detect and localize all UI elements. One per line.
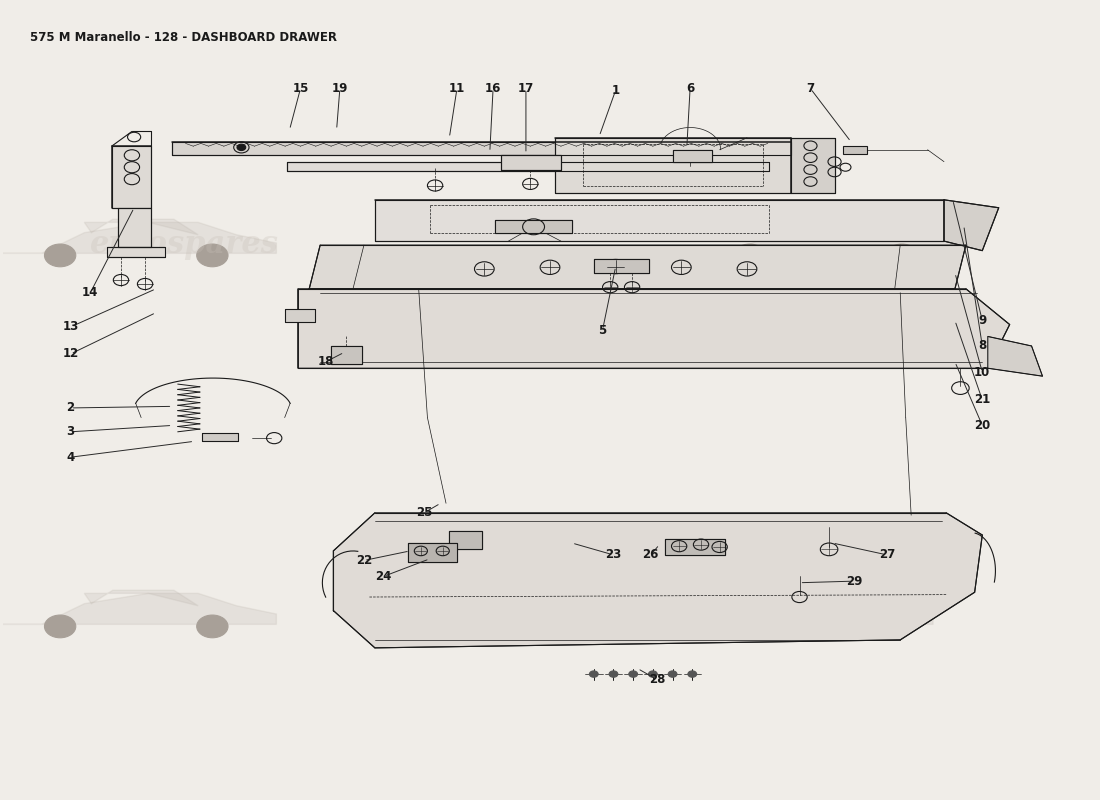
Text: 27: 27: [879, 549, 895, 562]
Text: 28: 28: [649, 673, 666, 686]
Bar: [331, 346, 362, 364]
Circle shape: [236, 144, 245, 150]
Text: 12: 12: [63, 347, 79, 361]
Text: 14: 14: [82, 286, 99, 299]
Polygon shape: [791, 138, 835, 194]
Polygon shape: [309, 245, 966, 289]
Text: 15: 15: [293, 82, 309, 95]
Bar: [408, 543, 456, 562]
Circle shape: [609, 671, 618, 678]
Text: 17: 17: [518, 82, 534, 95]
Text: 8: 8: [978, 339, 987, 353]
Text: 20: 20: [975, 419, 990, 432]
Text: 22: 22: [355, 554, 372, 567]
Polygon shape: [285, 309, 315, 322]
Polygon shape: [0, 594, 276, 624]
Text: 5: 5: [598, 323, 607, 337]
Text: 13: 13: [63, 321, 79, 334]
Text: 11: 11: [449, 82, 465, 95]
Polygon shape: [333, 513, 982, 648]
Polygon shape: [500, 155, 561, 170]
Polygon shape: [495, 221, 572, 233]
Circle shape: [197, 615, 228, 638]
Polygon shape: [298, 289, 1010, 368]
Bar: [664, 539, 725, 555]
Polygon shape: [672, 150, 712, 162]
Polygon shape: [408, 543, 456, 562]
Polygon shape: [449, 531, 482, 550]
Polygon shape: [287, 162, 769, 171]
Text: 18: 18: [318, 355, 333, 368]
Polygon shape: [118, 208, 151, 247]
Circle shape: [590, 671, 598, 678]
Circle shape: [734, 244, 766, 266]
Polygon shape: [773, 219, 888, 234]
Circle shape: [197, 244, 228, 266]
Polygon shape: [594, 258, 649, 273]
Text: eurospares: eurospares: [90, 229, 279, 260]
Circle shape: [629, 671, 638, 678]
Circle shape: [887, 244, 917, 266]
Text: 25: 25: [416, 506, 432, 519]
Polygon shape: [85, 590, 198, 606]
Polygon shape: [741, 590, 855, 606]
Text: 6: 6: [686, 82, 694, 95]
Text: 21: 21: [975, 394, 990, 406]
Polygon shape: [112, 146, 151, 208]
Text: 9: 9: [978, 314, 987, 327]
Circle shape: [688, 671, 696, 678]
Polygon shape: [988, 337, 1043, 376]
Circle shape: [668, 671, 676, 678]
Circle shape: [649, 671, 658, 678]
Text: 29: 29: [846, 574, 862, 588]
Circle shape: [44, 244, 76, 266]
Polygon shape: [944, 200, 999, 250]
Polygon shape: [0, 222, 276, 254]
Polygon shape: [173, 142, 791, 155]
Text: 3: 3: [67, 426, 75, 438]
Text: 7: 7: [806, 82, 814, 95]
Text: 575 M Maranello - 128 - DASHBOARD DRAWER: 575 M Maranello - 128 - DASHBOARD DRAWER: [30, 30, 337, 43]
Text: eurospares: eurospares: [353, 600, 542, 631]
Text: 26: 26: [642, 549, 659, 562]
Text: 1: 1: [612, 84, 619, 97]
Text: 19: 19: [332, 82, 348, 95]
Text: 10: 10: [975, 366, 990, 378]
Polygon shape: [844, 146, 868, 154]
Polygon shape: [107, 247, 165, 257]
Polygon shape: [331, 346, 362, 364]
Bar: [449, 531, 482, 550]
Circle shape: [44, 615, 76, 638]
Polygon shape: [202, 434, 238, 442]
Circle shape: [854, 615, 884, 638]
Polygon shape: [649, 594, 933, 624]
Text: 16: 16: [485, 82, 502, 95]
Polygon shape: [85, 219, 198, 234]
Text: 23: 23: [605, 549, 621, 562]
Bar: [594, 258, 649, 273]
Text: 2: 2: [67, 402, 75, 414]
Polygon shape: [556, 138, 791, 194]
Text: 24: 24: [375, 570, 392, 583]
Circle shape: [701, 615, 733, 638]
Polygon shape: [664, 539, 725, 555]
Polygon shape: [681, 222, 966, 254]
Polygon shape: [375, 200, 944, 241]
Bar: [672, 150, 712, 162]
Text: 4: 4: [66, 450, 75, 464]
